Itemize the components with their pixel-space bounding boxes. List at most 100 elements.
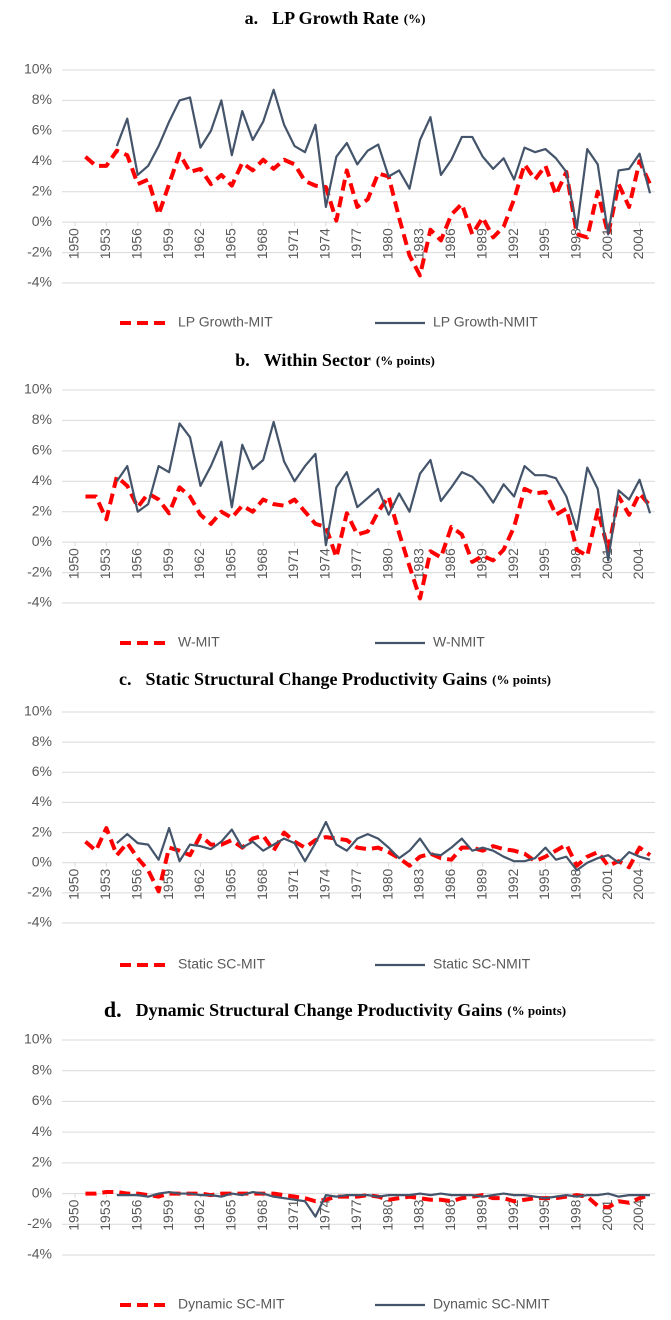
legend-label: W-MIT (178, 634, 220, 650)
x-tick-label: 1950 (66, 228, 82, 259)
series-line (115, 88, 652, 236)
legend-label: W-NMIT (433, 634, 485, 650)
x-tick-label: 2001 (599, 548, 615, 579)
y-tick-label: 10% (24, 703, 52, 719)
x-tick-label: 1992 (505, 1199, 521, 1230)
x-tick-label: 1953 (97, 1199, 113, 1230)
x-tick-label: 1962 (191, 1199, 207, 1230)
y-tick-label: 10% (24, 381, 52, 397)
x-tick-label: 1953 (97, 548, 113, 579)
y-tick-label: -4% (27, 274, 52, 290)
x-tick-label: 1998 (568, 869, 584, 900)
y-tick-label: 8% (32, 91, 52, 107)
x-tick-label: 1956 (128, 548, 144, 579)
y-tick-label: -4% (27, 914, 52, 930)
x-tick-label: 1965 (223, 228, 239, 259)
chart-title: b. Within Sector (% points) (235, 350, 435, 370)
x-tick-label: 1959 (160, 1199, 176, 1230)
y-tick-label: -4% (27, 1246, 52, 1262)
series-line (85, 474, 652, 601)
x-tick-label: 1971 (285, 228, 301, 259)
y-tick-label: 2% (32, 823, 52, 839)
x-tick-label: 1953 (97, 228, 113, 259)
y-tick-label: 10% (24, 61, 52, 77)
y-tick-label: 6% (32, 763, 52, 779)
x-tick-label: 1980 (379, 228, 395, 259)
x-tick-label: 1971 (285, 548, 301, 579)
x-tick-label: 1992 (505, 228, 521, 259)
y-tick-label: -2% (27, 884, 52, 900)
title-unit: (% points) (492, 672, 551, 687)
x-tick-label: 1977 (348, 1199, 364, 1230)
panel-label: b. (235, 350, 250, 370)
y-tick-label: 6% (32, 442, 52, 458)
x-tick-label: 1950 (66, 1199, 82, 1230)
panel-label: a. (245, 8, 259, 28)
x-tick-label: 1989 (473, 548, 489, 579)
x-tick-label: 2004 (630, 869, 646, 900)
x-tick-label: 1989 (473, 1199, 489, 1230)
x-tick-label: 1968 (254, 228, 270, 259)
x-tick-label: 1968 (254, 1199, 270, 1230)
y-tick-label: 0% (32, 533, 52, 549)
x-tick-label: 1983 (411, 548, 427, 579)
x-tick-label: 1977 (348, 869, 364, 900)
y-tick-label: 2% (32, 182, 52, 198)
y-tick-label: 0% (32, 213, 52, 229)
x-tick-label: 1974 (317, 1199, 333, 1230)
x-tick-label: 1989 (473, 869, 489, 900)
x-tick-label: 1962 (191, 228, 207, 259)
x-tick-label: 1968 (254, 869, 270, 900)
x-tick-label: 1959 (160, 228, 176, 259)
y-tick-label: 4% (32, 1123, 52, 1139)
title-unit: (% points) (376, 353, 435, 368)
x-tick-label: 1974 (317, 869, 333, 900)
series-line (84, 148, 652, 278)
series-line (116, 1190, 650, 1218)
x-tick-label: 2001 (599, 869, 615, 900)
chart-panel: a. LP Growth Rate (%) -4% -2% 0% 2% 4% 6% 8% 10% 19… (24, 8, 655, 330)
x-tick-label: 2001 (599, 228, 615, 259)
title-text: Static Structural Change Productivity Ga… (145, 669, 487, 689)
y-tick-label: 2% (32, 502, 52, 518)
x-tick-label: 1965 (223, 548, 239, 579)
x-tick-label: 1974 (317, 228, 333, 259)
y-tick-label: 8% (32, 733, 52, 749)
panel-label: d. (104, 997, 122, 1022)
title-unit: (%) (404, 11, 426, 26)
y-tick-label: -2% (27, 243, 52, 259)
title-text: LP Growth Rate (272, 8, 399, 28)
legend-label: Static SC-MIT (178, 956, 266, 972)
y-tick-label: -4% (27, 594, 52, 610)
title-unit: (% points) (507, 1003, 566, 1018)
x-tick-label: 1992 (505, 869, 521, 900)
x-tick-label: 1995 (536, 1199, 552, 1230)
x-tick-label: 1986 (442, 548, 458, 579)
title-text: Within Sector (264, 350, 371, 370)
y-tick-label: 10% (24, 1031, 52, 1047)
y-tick-label: 8% (32, 1061, 52, 1077)
x-tick-label: 1980 (379, 548, 395, 579)
x-tick-label: 1950 (66, 548, 82, 579)
x-tick-label: 1977 (348, 548, 364, 579)
legend-label: Dynamic SC-NMIT (433, 1296, 550, 1312)
legend-label: Static SC-NMIT (433, 956, 531, 972)
y-tick-label: 0% (32, 853, 52, 869)
x-tick-label: 1956 (128, 1199, 144, 1230)
x-tick-label: 1992 (505, 548, 521, 579)
x-tick-label: 1962 (191, 548, 207, 579)
x-tick-label: 1974 (317, 548, 333, 579)
series-line (84, 826, 652, 894)
x-tick-label: 1995 (536, 228, 552, 259)
x-tick-label: 1971 (285, 869, 301, 900)
x-tick-label: 2004 (630, 548, 646, 579)
chart-panel: b. Within Sector (% points) -4% -2% 0% 2% 4% 6% 8… (24, 350, 655, 650)
chart-title: d. Dynamic Structural Change Productivity… (104, 997, 566, 1022)
y-tick-label: 2% (32, 1154, 52, 1170)
chart-title: a. LP Growth Rate (%) (245, 8, 426, 28)
chart-panel: d. Dynamic Structural Change Productivity… (24, 997, 655, 1312)
x-tick-label: 1998 (568, 228, 584, 259)
legend-label: Dynamic SC-MIT (178, 1296, 285, 1312)
x-tick-label: 1956 (128, 869, 144, 900)
